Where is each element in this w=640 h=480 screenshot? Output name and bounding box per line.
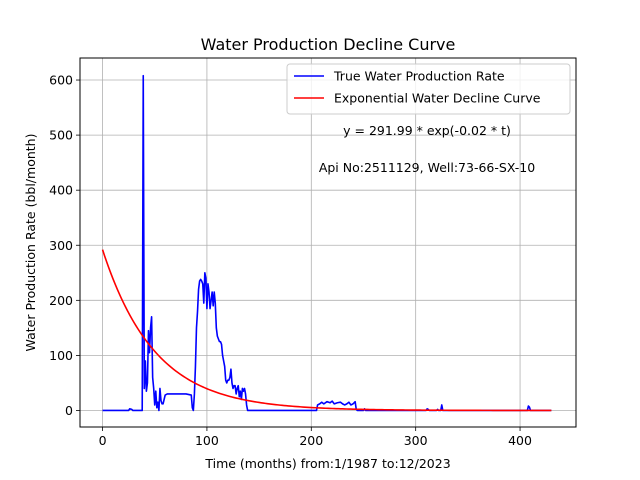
x-tick-label: 200: [299, 433, 323, 448]
x-axis-label: Time (months) from:1/1987 to:12/2023: [204, 456, 450, 471]
y-tick-label: 300: [49, 238, 73, 253]
chart-title: Water Production Decline Curve: [201, 35, 456, 54]
y-axis-label: Water Production Rate (bbl/month): [23, 134, 38, 352]
plot-frame: [79, 57, 577, 428]
y-tick-label: 400: [49, 183, 73, 198]
y-tick-label: 100: [49, 348, 73, 363]
x-tick-label: 100: [195, 433, 219, 448]
x-tick-label: 0: [99, 433, 107, 448]
series-layer: [101, 74, 552, 412]
well-annotation: Api No:2511129, Well:73-66-SX-10: [319, 160, 535, 175]
grid: [80, 58, 576, 427]
x-tick-label: 400: [508, 433, 532, 448]
legend-label-decline-curve: Exponential Water Decline Curve: [334, 91, 541, 106]
y-axis: 0 100 200 300 400 500 600: [49, 73, 80, 418]
legend: True Water Production Rate Exponential W…: [286, 63, 571, 115]
series-true-water-production-rate: [102, 74, 552, 412]
y-tick-label: 0: [65, 403, 73, 418]
y-tick-label: 200: [49, 293, 73, 308]
series-exponential-water-decline-curve: [101, 249, 552, 412]
legend-box: [286, 63, 571, 115]
y-tick-label: 500: [49, 128, 73, 143]
x-axis: 0 100 200 300 400: [99, 427, 532, 448]
x-tick-label: 300: [404, 433, 428, 448]
equation-annotation: y = 291.99 * exp(-0.02 * t): [343, 123, 511, 138]
legend-label-true-rate: True Water Production Rate: [333, 69, 505, 84]
y-tick-label: 600: [49, 73, 73, 88]
